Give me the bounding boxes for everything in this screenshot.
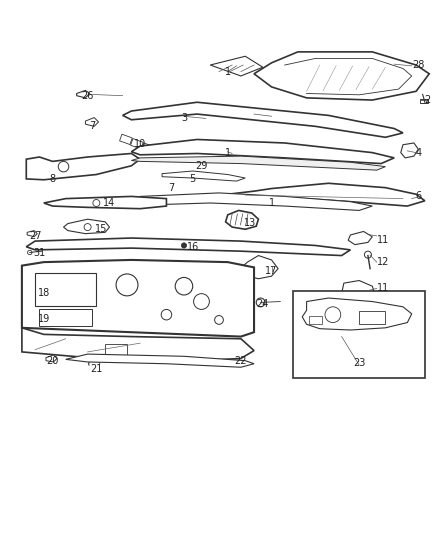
Bar bbox=[420, 99, 428, 103]
Text: 20: 20 bbox=[46, 356, 59, 366]
Text: 19: 19 bbox=[38, 314, 50, 324]
Text: 24: 24 bbox=[257, 298, 269, 309]
Text: 6: 6 bbox=[415, 191, 421, 201]
Text: 1: 1 bbox=[225, 67, 231, 77]
Text: 7: 7 bbox=[89, 122, 95, 131]
Polygon shape bbox=[22, 328, 254, 361]
Text: 23: 23 bbox=[353, 358, 365, 368]
Polygon shape bbox=[240, 255, 278, 279]
Bar bbox=[141, 143, 154, 154]
Polygon shape bbox=[46, 355, 57, 362]
Polygon shape bbox=[77, 91, 90, 98]
Polygon shape bbox=[44, 197, 166, 209]
Polygon shape bbox=[210, 56, 263, 76]
Bar bbox=[359, 311, 385, 324]
Circle shape bbox=[28, 251, 32, 255]
Polygon shape bbox=[66, 354, 254, 367]
Polygon shape bbox=[85, 118, 99, 126]
Polygon shape bbox=[162, 171, 245, 181]
Bar bbox=[309, 317, 322, 324]
Text: 21: 21 bbox=[90, 365, 102, 374]
Text: 2: 2 bbox=[424, 95, 430, 105]
Text: 1: 1 bbox=[225, 148, 231, 158]
Circle shape bbox=[256, 298, 265, 307]
Text: 27: 27 bbox=[29, 231, 41, 241]
Circle shape bbox=[181, 243, 187, 248]
Polygon shape bbox=[27, 231, 37, 237]
Text: 13: 13 bbox=[244, 217, 256, 228]
Polygon shape bbox=[348, 231, 372, 245]
Bar bbox=[105, 344, 127, 355]
Text: 22: 22 bbox=[235, 356, 247, 366]
Polygon shape bbox=[226, 211, 258, 229]
Polygon shape bbox=[228, 183, 425, 206]
Text: 11: 11 bbox=[377, 284, 389, 293]
Polygon shape bbox=[342, 280, 374, 300]
Bar bbox=[35, 273, 96, 306]
Polygon shape bbox=[26, 154, 140, 180]
Text: 3: 3 bbox=[181, 112, 187, 123]
Text: 1: 1 bbox=[268, 198, 275, 208]
Polygon shape bbox=[401, 143, 418, 158]
Text: 29: 29 bbox=[195, 161, 208, 171]
Text: 10: 10 bbox=[134, 139, 146, 149]
Bar bbox=[131, 139, 143, 149]
Text: 26: 26 bbox=[81, 91, 94, 101]
Polygon shape bbox=[131, 193, 372, 211]
Text: 11: 11 bbox=[377, 235, 389, 245]
Polygon shape bbox=[26, 238, 350, 255]
Bar bbox=[120, 134, 132, 144]
Polygon shape bbox=[131, 156, 385, 170]
Bar bbox=[39, 309, 92, 326]
Text: 16: 16 bbox=[187, 242, 199, 252]
Text: 4: 4 bbox=[415, 148, 421, 158]
Text: 18: 18 bbox=[38, 288, 50, 298]
Text: 8: 8 bbox=[49, 174, 56, 184]
Polygon shape bbox=[131, 140, 394, 164]
Polygon shape bbox=[302, 298, 412, 330]
Text: 17: 17 bbox=[265, 266, 278, 276]
Bar bbox=[293, 290, 425, 378]
Text: 28: 28 bbox=[412, 60, 424, 70]
Text: 31: 31 bbox=[33, 248, 46, 259]
Polygon shape bbox=[22, 260, 254, 336]
Text: 12: 12 bbox=[377, 257, 389, 267]
Text: 15: 15 bbox=[95, 224, 107, 235]
Circle shape bbox=[364, 251, 371, 258]
Text: 14: 14 bbox=[103, 198, 116, 208]
Text: 5: 5 bbox=[190, 174, 196, 184]
Text: 7: 7 bbox=[168, 183, 174, 192]
Polygon shape bbox=[123, 102, 403, 138]
Polygon shape bbox=[254, 52, 429, 100]
Polygon shape bbox=[64, 219, 110, 233]
